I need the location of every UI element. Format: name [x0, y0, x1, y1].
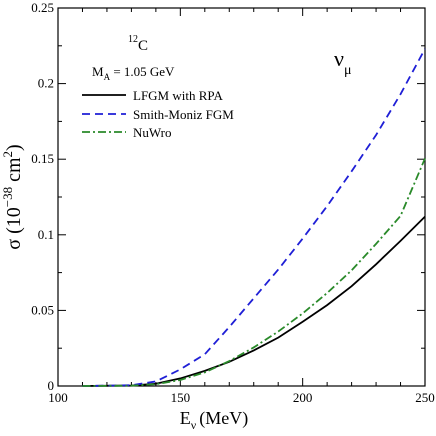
legend-label-lfgm: LFGM with RPA: [133, 88, 223, 103]
y-tick-label: 0.25: [31, 0, 54, 15]
legend-label-nuwro: NuWro: [133, 125, 171, 140]
y-tick-label: 0.1: [38, 227, 54, 242]
legend-label-smith-moniz: Smith-Moniz FGM: [133, 107, 234, 122]
x-axis-label: Eν (MeV): [180, 408, 248, 432]
y-tick-label: 0.15: [31, 151, 54, 166]
neutrino-flavor-label: νμ: [334, 46, 351, 78]
axial-mass-annotation: MA = 1.05 GeV: [92, 64, 175, 82]
series-line-nuwro: [82, 158, 426, 387]
x-tick-label: 250: [415, 390, 435, 405]
axis-tick-labels: 100 150 200 250 0 0.05 0.1 0.15 0.2 0.25: [31, 0, 435, 405]
legend: LFGM with RPA Smith-Moniz FGM NuWro: [82, 88, 234, 140]
y-tick-label: 0: [48, 378, 55, 393]
x-tick-label: 200: [293, 390, 313, 405]
series-line-lfgm-with-rpa: [82, 216, 426, 387]
series-lines: [82, 48, 426, 387]
x-tick-label: 150: [171, 390, 191, 405]
series-line-smith-moniz-fgm: [82, 48, 426, 387]
nucleus-annotation: 12C: [128, 34, 148, 54]
y-tick-label: 0.05: [31, 302, 54, 317]
y-axis-label: σ (10−38 cm2): [0, 144, 25, 249]
y-tick-label: 0.2: [38, 76, 54, 91]
axis-ticks: [57, 7, 426, 387]
x-tick-label: 100: [48, 390, 68, 405]
